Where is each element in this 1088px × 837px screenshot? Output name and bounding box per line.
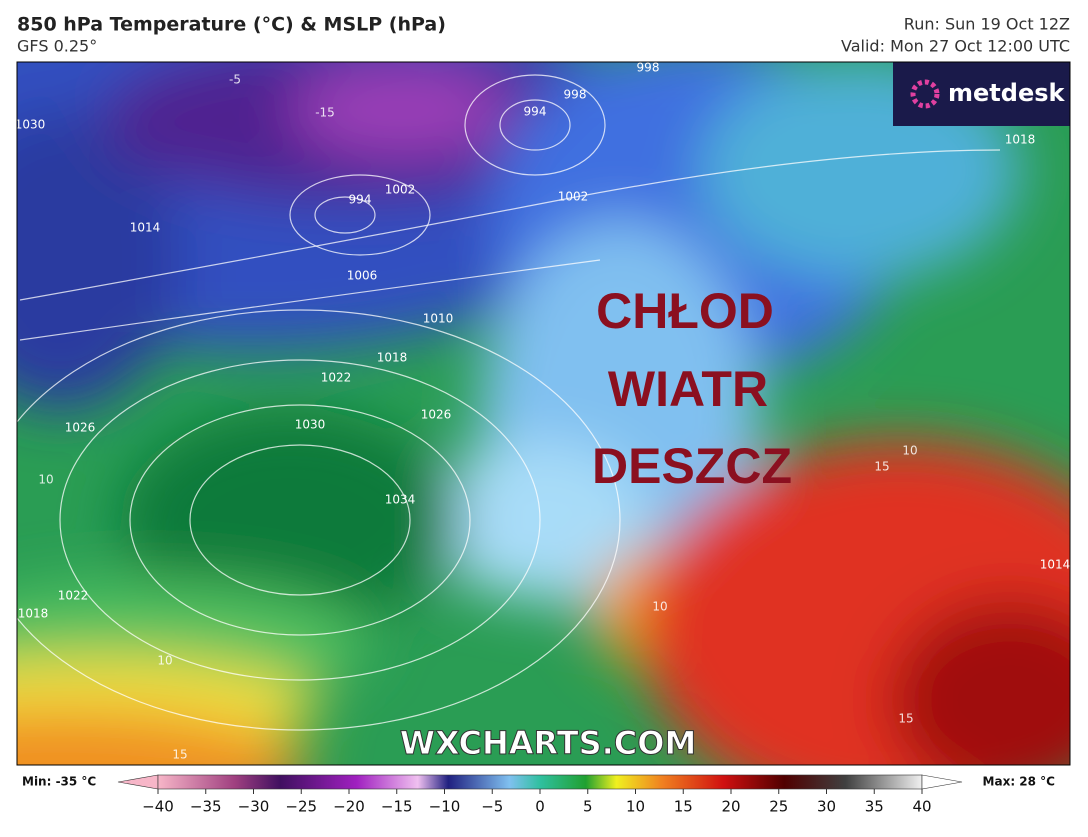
- isobar-label: 1002: [385, 183, 416, 197]
- colorbar-tick-label: −5: [481, 798, 503, 816]
- isobar-label: 998: [564, 88, 587, 102]
- isobar-label: 1030: [295, 418, 326, 432]
- colorbar: [157, 774, 923, 790]
- colorbar-tick-label: 35: [865, 798, 884, 816]
- isobar-label: 1018: [377, 351, 408, 365]
- isobar-label: 1034: [385, 493, 416, 507]
- isobar-label: 998: [637, 61, 660, 75]
- isobar-label: 1006: [347, 269, 378, 283]
- annotation: CHŁOD: [596, 283, 774, 339]
- temperature-label: 10: [38, 473, 53, 487]
- isobar-label: 1002: [558, 190, 589, 204]
- isobar-label: 1026: [421, 408, 452, 422]
- colorbar-max: Max: 28 °C: [983, 775, 1056, 789]
- colorbar-tick-label: −20: [333, 798, 365, 816]
- annotation: DESZCZ: [592, 438, 792, 494]
- isobar-label: 1026: [65, 421, 96, 435]
- isobar-label: 1030: [15, 118, 46, 132]
- isobar-label: 1014: [1040, 558, 1071, 572]
- temperature-label: -5: [229, 73, 241, 87]
- colorbar-tick-label: 15: [674, 798, 693, 816]
- isobar-label: 1022: [321, 371, 352, 385]
- colorbar-tick-label: −25: [285, 798, 317, 816]
- temperature-label: 15: [874, 460, 889, 474]
- temperature-label: 15: [898, 712, 913, 726]
- colorbar-tick-label: 40: [912, 798, 931, 816]
- colorbar-tick-label: 25: [769, 798, 788, 816]
- colorbar-tick-label: −30: [238, 798, 270, 816]
- isobar-label: 1018: [18, 607, 49, 621]
- colorbar-tick-label: 30: [817, 798, 836, 816]
- colorbar-tick-label: −35: [190, 798, 222, 816]
- colorbar-tick-label: 5: [583, 798, 593, 816]
- isobar-label: 1022: [58, 589, 89, 603]
- annotation: WIATR: [608, 361, 768, 417]
- temperature-label: 10: [902, 444, 917, 458]
- isobar-label: 1014: [130, 221, 161, 235]
- logo: metdesk: [948, 79, 1066, 107]
- colorbar-tick-label: 20: [721, 798, 740, 816]
- title: 850 hPa Temperature (°C) & MSLP (hPa): [17, 14, 446, 36]
- isobar-label: 994: [524, 105, 547, 119]
- colorbar-tick-label: 10: [626, 798, 645, 816]
- run: Run: Sun 19 Oct 12Z: [904, 15, 1070, 34]
- colorbar-tick-label: −40: [142, 798, 174, 816]
- watermark: WXCHARTS.COM: [400, 724, 697, 762]
- temperature-label: 10: [652, 600, 667, 614]
- temperature-label: 10: [157, 654, 172, 668]
- colorbar-tick-label: 0: [535, 798, 545, 816]
- temperature-label: -15: [315, 106, 335, 120]
- isobar-label: 994: [349, 193, 372, 207]
- valid: Valid: Mon 27 Oct 12:00 UTC: [841, 37, 1070, 56]
- model: GFS 0.25°: [17, 37, 97, 56]
- colorbar-tick-label: −10: [429, 798, 461, 816]
- colorbar-tick-label: −15: [381, 798, 413, 816]
- isobar-label: 1018: [1005, 133, 1036, 147]
- temperature-label: 15: [172, 748, 187, 762]
- colorbar-min: Min: -35 °C: [22, 775, 96, 789]
- logo-box: [893, 62, 1070, 126]
- isobar-label: 1010: [423, 312, 454, 326]
